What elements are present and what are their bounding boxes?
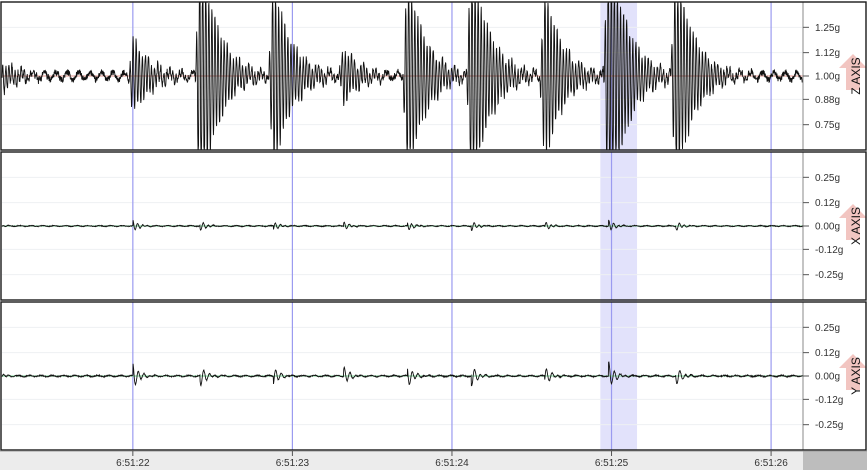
y-tick-label: -0.12g	[815, 395, 843, 406]
y-tick-label: 1.00g	[815, 72, 840, 83]
x-tick-label: 6:51:23	[276, 458, 310, 469]
axis-name-label: Y AXIS	[849, 357, 863, 395]
y-tick-label: 1.12g	[815, 48, 840, 59]
axis-direction-arrow-icon	[839, 354, 867, 390]
y-tick-label: 0.12g	[815, 198, 840, 209]
axis-name-label: Z AXIS	[849, 57, 863, 94]
axis-panel	[803, 2, 867, 150]
x-tick-label: 6:51:25	[595, 458, 629, 469]
axis-name-label: X AXIS	[849, 207, 863, 245]
corner-box	[803, 451, 867, 470]
panel-border	[0, 1, 867, 151]
time-axis-strip	[0, 451, 803, 470]
y-tick-label: 0.00g	[815, 372, 840, 383]
waveform-line	[1, 219, 804, 232]
y-tick-label: 1.25g	[815, 23, 840, 34]
waveform-line	[1, 361, 804, 387]
axis-direction-arrow-icon	[839, 54, 867, 90]
axis-panel	[803, 302, 867, 450]
y-tick-label: -0.25g	[815, 420, 843, 431]
x-tick-label: 6:51:24	[435, 458, 469, 469]
panel-border	[0, 151, 867, 301]
panel-border	[0, 301, 867, 451]
y-tick-label: 0.88g	[815, 95, 840, 106]
axis-direction-arrow-icon	[839, 204, 867, 240]
y-tick-label: -0.12g	[815, 245, 843, 256]
waveform-line	[1, 2, 804, 150]
y-tick-label: -0.25g	[815, 270, 843, 281]
y-tick-label: 0.25g	[815, 173, 840, 184]
y-tick-label: 0.12g	[815, 348, 840, 359]
axis-panel	[803, 152, 867, 300]
y-tick-label: 0.25g	[815, 323, 840, 334]
x-tick-label: 6:51:26	[754, 458, 788, 469]
y-tick-label: 0.00g	[815, 222, 840, 233]
y-tick-label: 0.75g	[815, 120, 840, 131]
x-tick-label: 6:51:22	[116, 458, 150, 469]
